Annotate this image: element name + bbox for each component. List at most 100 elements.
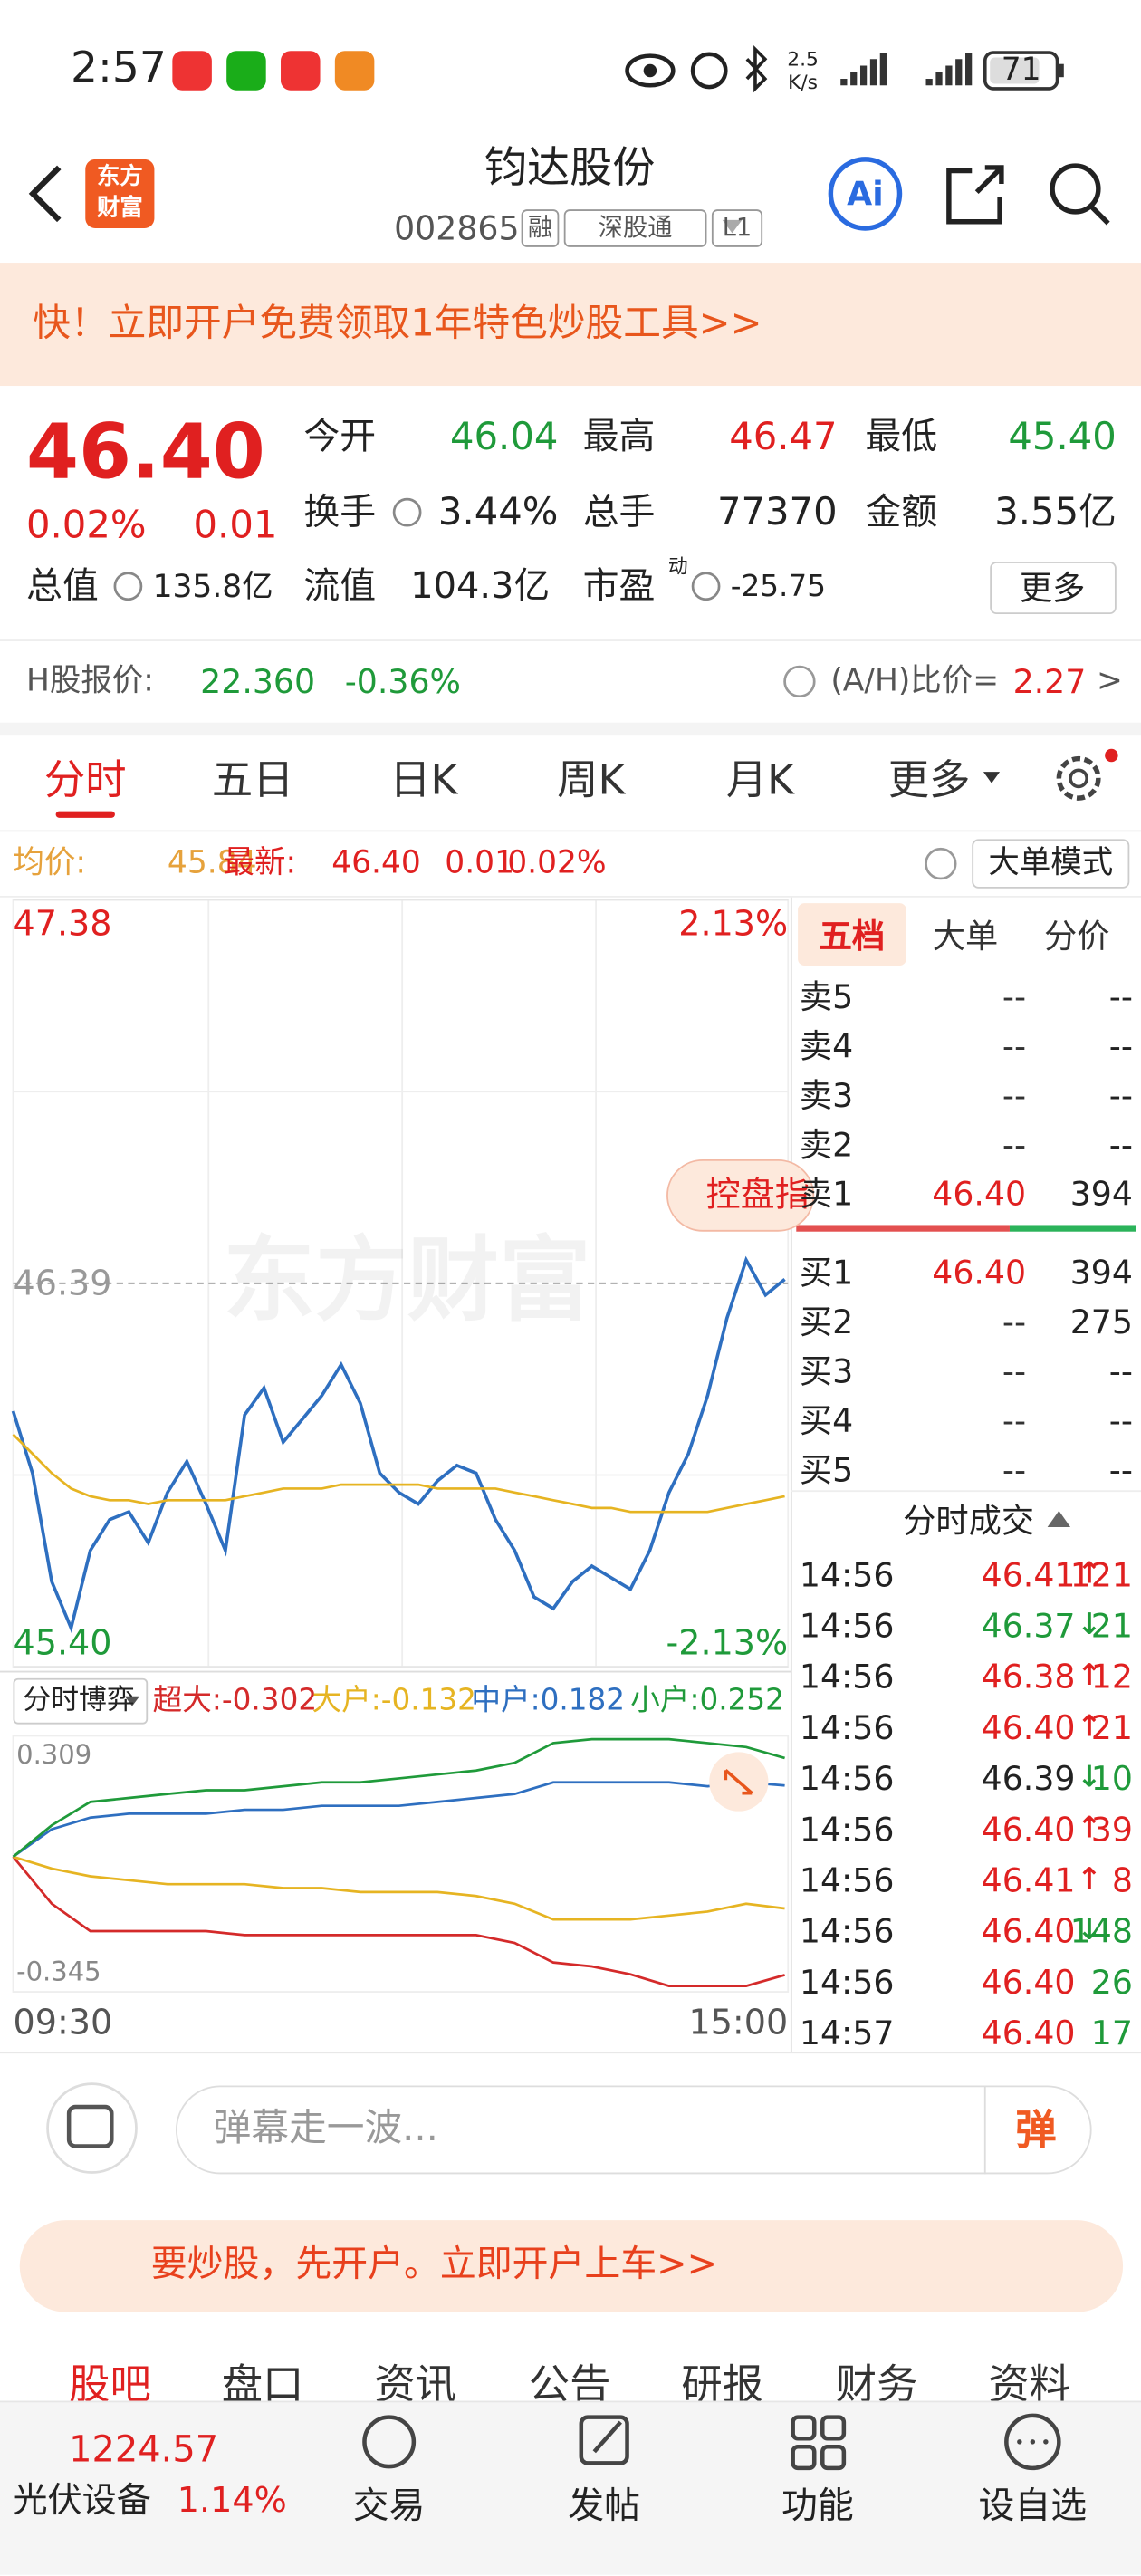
trade-volume: 21 — [1090, 1707, 1133, 1747]
trade-volume: 121 — [1069, 1554, 1133, 1595]
promo-text[interactable]: 要炒股，先开户。立即开户上车>> — [150, 2244, 718, 2286]
nav-item[interactable]: 设自选 — [978, 2485, 1088, 2528]
send-button[interactable]: 弹 — [1015, 2106, 1057, 2154]
help-icon — [925, 847, 957, 880]
book-tab[interactable]: 大单 — [932, 916, 999, 956]
x-tick-label: 15:00 — [688, 2002, 789, 2043]
last-change: 0.01 — [445, 844, 515, 881]
trade-arrow: ↑ — [1077, 1556, 1102, 1591]
selector[interactable] — [13, 1677, 149, 1725]
section-tab[interactable]: 研报 — [681, 2360, 764, 2408]
badge[interactable] — [666, 1158, 815, 1232]
flow-line — [13, 1855, 785, 1921]
book-volume: -- — [1108, 1124, 1133, 1165]
nav-item[interactable]: 功能 — [781, 2485, 854, 2528]
period-tab[interactable]: 更多 — [887, 755, 971, 804]
flow-line — [12, 1781, 785, 1859]
trade-price: 46.39 — [981, 1758, 1076, 1799]
mode-button-label[interactable]: 大单模式 — [988, 844, 1114, 881]
x-tick-label: 09:30 — [13, 2002, 113, 2043]
trade-time: 14:57 — [799, 2013, 895, 2053]
index-change[interactable]: 1.14% — [177, 2480, 287, 2520]
ai-label[interactable]: Ai — [847, 174, 884, 214]
index-name[interactable]: 光伏设备 — [13, 2480, 151, 2520]
badge-label[interactable]: 控盘指 — [705, 1175, 810, 1215]
ah-ratio-label: (A/H)比价= — [830, 662, 1000, 699]
book-volume: 275 — [1069, 1302, 1133, 1342]
promo-pill[interactable] — [19, 2220, 1124, 2312]
book-label: 卖2 — [799, 1124, 854, 1165]
y2-tick-label: 2.13% — [678, 904, 789, 944]
period-tab[interactable]: 周K — [557, 755, 626, 804]
banner-text: 快！立即开户免费领取1年特色炒股工具>> — [33, 303, 762, 346]
book-price: -- — [1002, 1075, 1027, 1115]
eye-icon — [625, 53, 676, 88]
signal-bar — [955, 59, 963, 86]
index-value[interactable]: 1224.57 — [69, 2430, 219, 2472]
trade-volume: 148 — [1069, 1911, 1133, 1951]
signal-bar — [869, 59, 877, 86]
battery-level — [990, 57, 1040, 84]
section-tab[interactable]: 股吧 — [69, 2360, 151, 2408]
trade-time: 14:56 — [799, 1606, 895, 1646]
section-tab[interactable]: 资讯 — [374, 2360, 457, 2408]
comment-input[interactable] — [175, 2085, 1092, 2175]
legend-text: 0.252 — [699, 1683, 784, 1718]
section-gap — [0, 722, 1141, 736]
selector-label[interactable]: 分时博弈 — [23, 1684, 135, 1717]
legend-text: -0.132 — [380, 1683, 476, 1718]
nav-item[interactable]: 发帖 — [568, 2485, 641, 2528]
trade-arrow: ↓ — [1077, 1607, 1102, 1642]
trade-price: 46.40 — [981, 1809, 1076, 1850]
signal-bar — [965, 53, 973, 86]
signal-bar — [840, 79, 848, 86]
trade-time: 14:56 — [799, 1657, 895, 1697]
legend-text: 超大 — [152, 1683, 212, 1718]
nav-item[interactable]: 交易 — [352, 2485, 426, 2528]
period-tab[interactable]: 分时 — [43, 755, 127, 804]
book-tab[interactable]: 分价 — [1044, 916, 1110, 956]
battery-icon — [983, 51, 1060, 91]
stat-sup: 动 — [667, 554, 688, 579]
bluetooth-icon — [745, 45, 768, 93]
period-tab[interactable]: 月K — [725, 755, 794, 804]
trade-volume: 8 — [1111, 1860, 1133, 1900]
section-tab[interactable]: 公告 — [528, 2360, 611, 2408]
signal-bar — [859, 65, 868, 86]
trade-volume: 17 — [1090, 2013, 1133, 2053]
book-price: -- — [1002, 1302, 1027, 1342]
trade-time: 14:56 — [799, 1962, 895, 2002]
comment-placeholder[interactable]: 弹幕走一波... — [213, 2107, 438, 2151]
stat-value: 77370 — [716, 491, 838, 535]
legend-text: : — [530, 1683, 541, 1718]
trade-time: 14:56 — [799, 1758, 895, 1799]
period-tab[interactable]: 日K — [389, 755, 458, 804]
mode-button[interactable] — [972, 839, 1130, 889]
book-label: 卖5 — [799, 976, 854, 1017]
post-icon — [579, 2415, 629, 2465]
section-tab[interactable]: 财务 — [835, 2360, 918, 2408]
trade-price: 46.40 — [981, 1707, 1076, 1747]
last-price: 46.40 — [26, 407, 265, 496]
section-tab[interactable]: 资料 — [988, 2360, 1071, 2408]
last-label: 最新: — [223, 844, 297, 881]
more-button[interactable] — [990, 562, 1117, 615]
book-label: 买1 — [799, 1253, 854, 1293]
trade-icon — [362, 2415, 417, 2469]
last-value: 46.40 — [331, 844, 421, 881]
book-label: 买2 — [799, 1302, 854, 1342]
avg-value: 45.84 — [167, 844, 257, 881]
y-tick-label: -0.345 — [16, 1956, 101, 1987]
change-pct: 0.02% — [26, 505, 147, 548]
book-label: 卖3 — [799, 1075, 854, 1115]
reference-label: 46.39 — [13, 1263, 112, 1302]
legend-text: -0.302 — [221, 1683, 318, 1718]
legend-text: 大户 — [312, 1683, 371, 1718]
section-tab[interactable]: 盘口 — [221, 2360, 304, 2408]
stat-value: 3.55亿 — [994, 491, 1117, 535]
period-tab[interactable]: 五日 — [211, 755, 294, 804]
more-button-label[interactable]: 更多 — [1019, 568, 1086, 608]
book-tab[interactable]: 五档 — [819, 916, 886, 956]
book-price: -- — [1002, 1400, 1027, 1440]
trade-price: 46.41 — [981, 1860, 1076, 1900]
